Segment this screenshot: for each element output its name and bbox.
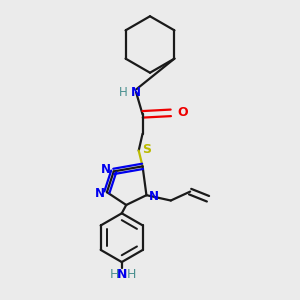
Text: N: N bbox=[95, 187, 105, 200]
Text: N: N bbox=[131, 85, 141, 98]
Text: N: N bbox=[101, 163, 111, 176]
Text: O: O bbox=[177, 106, 188, 119]
Text: S: S bbox=[142, 142, 151, 156]
Text: H: H bbox=[119, 85, 128, 98]
Text: N: N bbox=[117, 268, 127, 281]
Text: H: H bbox=[110, 268, 119, 281]
Text: H: H bbox=[127, 268, 136, 281]
Text: N: N bbox=[149, 190, 159, 203]
